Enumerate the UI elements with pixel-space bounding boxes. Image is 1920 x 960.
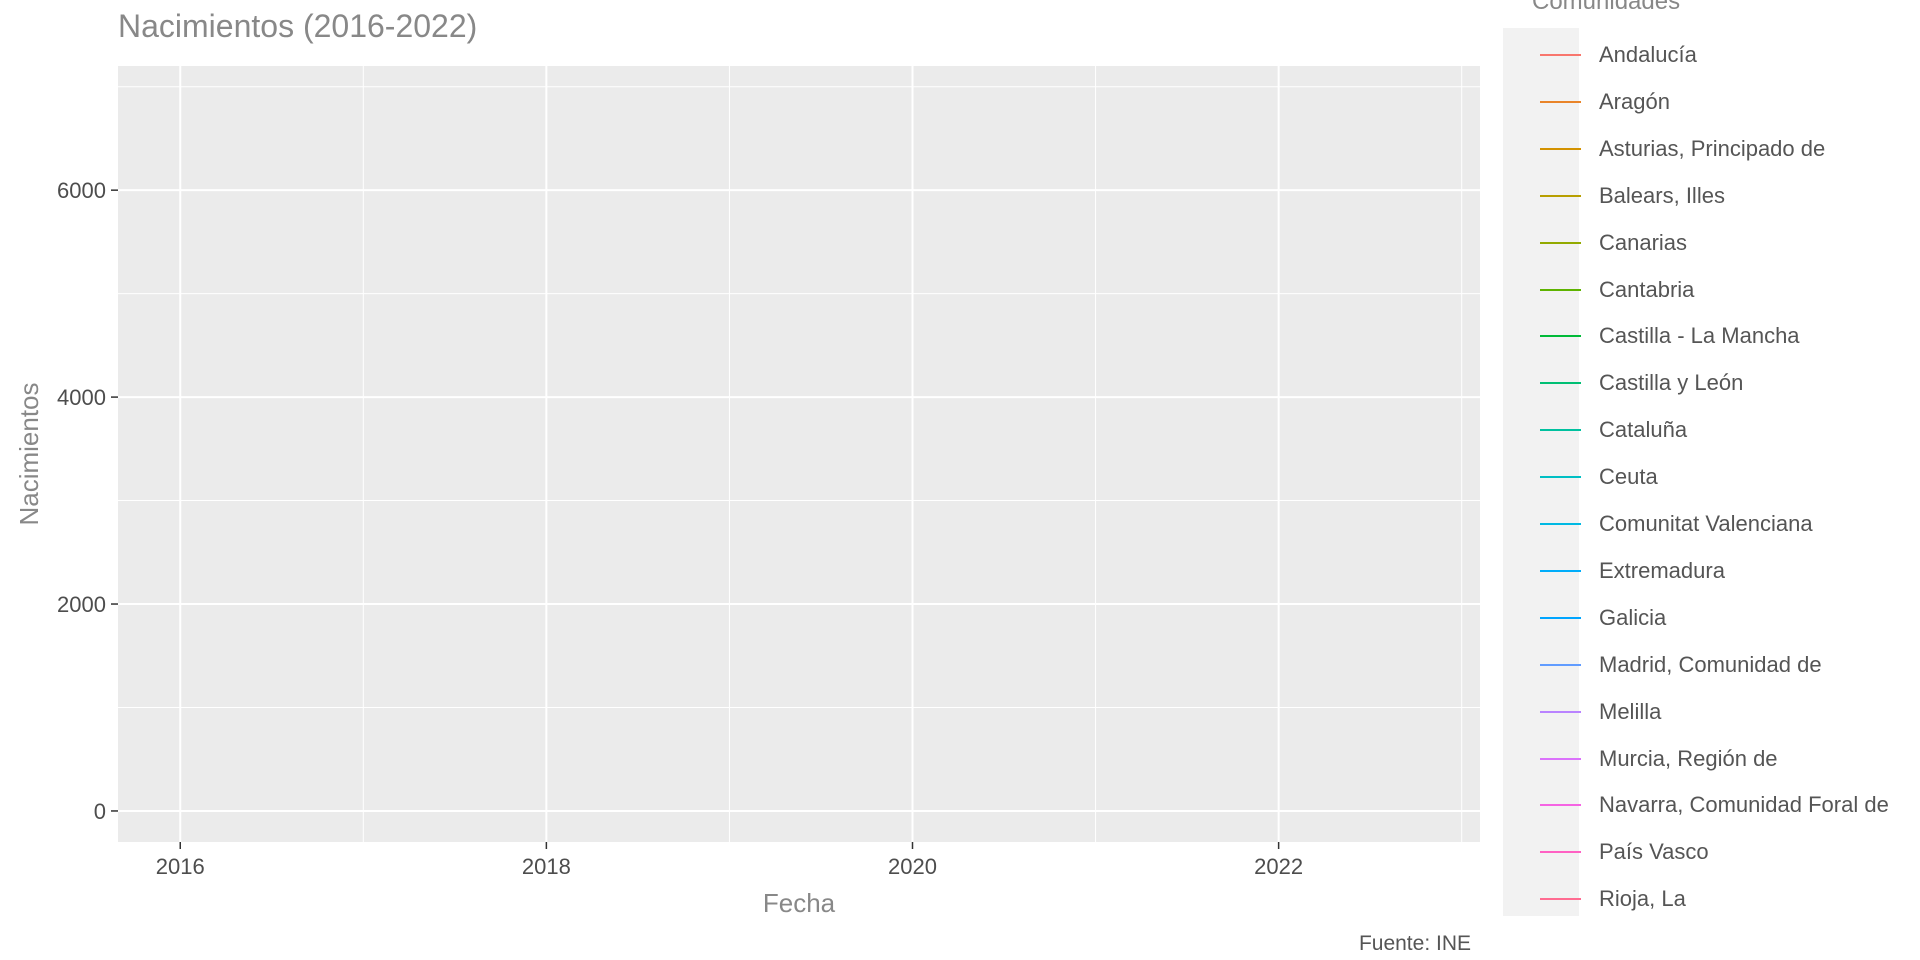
legend-label: Castilla y León (1599, 370, 1744, 396)
legend-key-line (1540, 335, 1581, 338)
legend-label: Castilla - La Mancha (1599, 323, 1800, 349)
legend-key-line (1540, 616, 1581, 619)
legend-label: Ceuta (1599, 464, 1658, 490)
x-tick-label: 2016 (156, 854, 205, 879)
legend-key-line (1540, 147, 1581, 150)
legend-item: Murcia, Región de (1540, 745, 1920, 771)
legend-key-line (1540, 523, 1581, 525)
legend-item: Navarra, Comunidad Foral de (1540, 792, 1920, 818)
x-axis-title: Fecha (763, 888, 836, 918)
chart-caption: Fuente: INE (1358, 932, 1471, 955)
x-tick-label: 2018 (522, 854, 571, 879)
legend-label: Aragón (1599, 88, 1670, 114)
legend-item: Cantabria (1540, 276, 1920, 302)
legend-item: Rioja, La (1540, 886, 1920, 912)
legend-item: Cataluña (1540, 417, 1920, 443)
legend-label: Navarra, Comunidad Foral de (1599, 792, 1889, 818)
legend-key-line (1540, 241, 1581, 244)
legend-item: Castilla y León (1540, 370, 1920, 396)
legend-key-line (1540, 757, 1581, 760)
legend-label: Comunitat Valenciana (1599, 511, 1813, 536)
legend-key-line (1540, 382, 1581, 385)
legend-item: Melilla (1540, 698, 1920, 724)
legend-key-line (1540, 804, 1581, 807)
legend-label: País Vasco (1599, 839, 1709, 865)
legend-title: Comunidades (1532, 0, 1681, 15)
legend-item: Madrid, Comunidad de (1540, 651, 1920, 677)
legend-label: Andalucía (1599, 42, 1697, 67)
legend-item: País Vasco (1540, 839, 1920, 865)
legend-item: Castilla - La Mancha (1540, 323, 1920, 349)
legend-item: Extremadura (1540, 557, 1920, 583)
legend-item: Galicia (1540, 604, 1920, 630)
y-tick-label: 4000 (57, 385, 106, 410)
legend-key-line (1540, 54, 1581, 56)
legend-label: Cantabria (1599, 276, 1695, 302)
legend-item: Andalucía (1540, 42, 1920, 67)
legend-item: Canarias (1540, 229, 1920, 255)
legend-key-line (1540, 194, 1581, 197)
legend-item: Ceuta (1540, 464, 1920, 490)
legend-key-line (1540, 851, 1581, 854)
y-axis-title: Nacimientos (14, 382, 44, 525)
legend-label: Asturias, Principado de (1599, 135, 1826, 161)
y-tick-label: 2000 (57, 592, 106, 617)
y-tick-label: 0 (94, 799, 106, 824)
legend-label: Canarias (1599, 229, 1688, 255)
legend-item: Balears, Illes (1540, 182, 1920, 208)
legend-item: Aragón (1540, 88, 1920, 114)
legend-label: Cataluña (1599, 417, 1688, 443)
legend-item: Asturias, Principado de (1540, 135, 1920, 161)
chart-title: Nacimientos (2016-2022) (118, 8, 478, 44)
legend-key-line (1540, 429, 1581, 432)
legend-key-line (1540, 663, 1581, 666)
legend-key-line (1540, 569, 1581, 572)
legend-key-background (1503, 28, 1579, 916)
legend-key-line (1540, 288, 1581, 291)
legend-label: Rioja, La (1599, 886, 1686, 912)
legend-key-line (1540, 710, 1581, 713)
x-tick-label: 2020 (888, 854, 937, 879)
legend-label: Balears, Illes (1599, 182, 1725, 208)
legend-item: Comunitat Valenciana (1540, 511, 1920, 536)
legend-label: Galicia (1599, 604, 1667, 630)
legend-label: Madrid, Comunidad de (1599, 651, 1822, 677)
y-tick-label: 6000 (57, 178, 106, 203)
legend-key-line (1540, 898, 1581, 901)
legend-label: Melilla (1599, 698, 1662, 724)
legend-label: Extremadura (1599, 557, 1725, 583)
legend-label: Murcia, Región de (1599, 745, 1778, 771)
x-tick-label: 2022 (1254, 854, 1303, 879)
legend-key-line (1540, 476, 1581, 479)
legend-key-line (1540, 100, 1581, 103)
panel-background (118, 66, 1480, 842)
